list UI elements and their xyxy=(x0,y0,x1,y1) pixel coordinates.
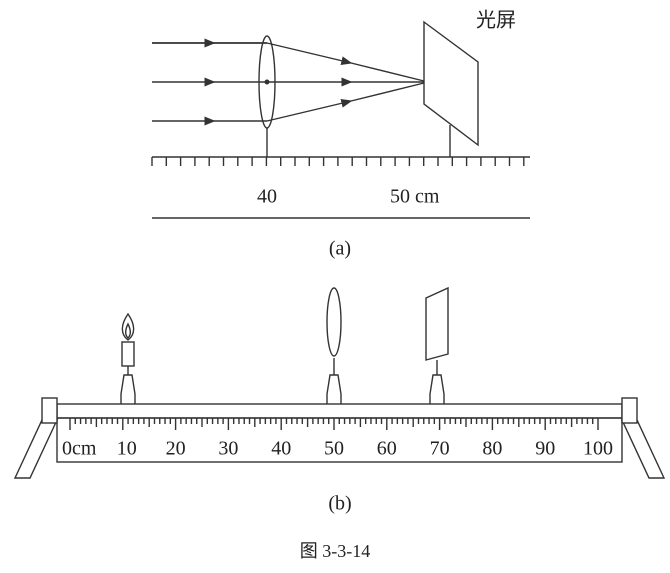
leg xyxy=(620,419,666,479)
caption: (b) xyxy=(328,493,351,515)
flame-core xyxy=(125,322,131,339)
scale-label: 80 xyxy=(482,438,502,460)
scale-label: 10 xyxy=(117,438,137,460)
ruler-label: 40 xyxy=(257,186,277,208)
figure-a: 光屏 40 50 cm (a) xyxy=(151,9,530,260)
screen-holder xyxy=(429,374,445,404)
scale-label: 90 xyxy=(535,438,555,460)
screen xyxy=(425,286,449,361)
scale-label: 100 xyxy=(583,438,613,460)
screen-label: 光屏 xyxy=(476,9,516,32)
refracted-ray xyxy=(266,81,429,122)
scale-label: 50 xyxy=(324,438,344,460)
rail xyxy=(56,403,623,419)
figure-b: (b) 0cm 10 20 30 40 50 60 70 80 90 100 xyxy=(13,286,666,515)
scale-label: 0cm xyxy=(62,438,97,460)
scale-label: 70 xyxy=(430,438,450,460)
end-block xyxy=(621,397,638,424)
lens xyxy=(326,287,342,357)
lens-holder xyxy=(326,374,342,404)
end-block xyxy=(41,397,58,424)
screen xyxy=(423,20,479,147)
caption: (a) xyxy=(329,238,351,260)
ruler-label: 50 cm xyxy=(390,186,440,208)
leg xyxy=(13,419,59,479)
scale-label: 30 xyxy=(218,438,238,460)
figure-caption: 图 3-3-14 xyxy=(300,541,371,561)
scale-label: 40 xyxy=(271,438,291,460)
refracted-ray xyxy=(266,42,429,83)
optical-center xyxy=(264,79,270,85)
candle-holder xyxy=(120,374,136,404)
flame xyxy=(121,312,135,341)
candle xyxy=(121,341,135,367)
scale-label: 20 xyxy=(166,438,186,460)
scale-label: 60 xyxy=(377,438,397,460)
